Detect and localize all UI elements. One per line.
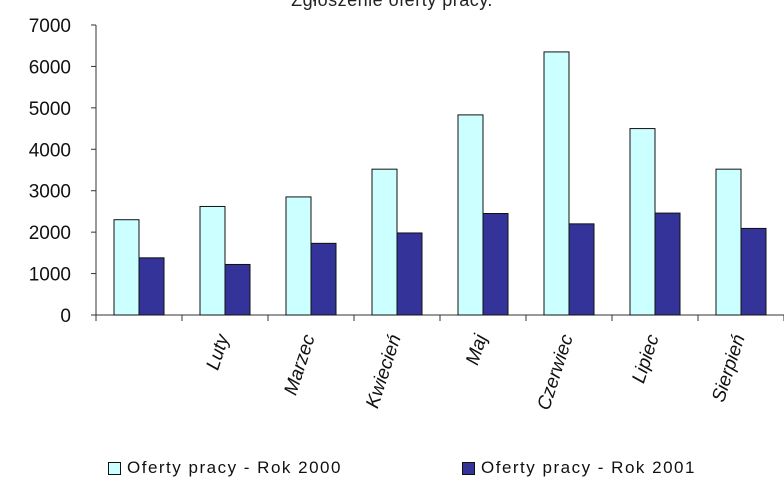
bar-2001	[224, 263, 251, 316]
legend-swatch-2001	[462, 461, 475, 475]
bar-2001	[396, 232, 423, 316]
chart-title: Zgłoszenie oferty pracy.	[291, 0, 493, 10]
y-tick-label: 4000	[29, 140, 71, 161]
y-tick-label: 3000	[29, 182, 71, 203]
x-category-label: Kwiecień	[362, 332, 405, 411]
bar-2000	[371, 168, 398, 316]
x-category-label: Lipiec	[628, 332, 663, 386]
y-tick-label: 5000	[29, 99, 71, 120]
y-tick-label: 6000	[29, 57, 71, 78]
bar-2000	[543, 51, 570, 316]
x-category-label: Luty	[203, 331, 235, 373]
y-tick-label: 1000	[29, 265, 71, 286]
x-category-label: Maj	[462, 331, 492, 367]
y-tick-label: 2000	[29, 223, 71, 244]
y-tick-label: 0	[60, 306, 71, 327]
chart-legend: Oferty pracy - Rok 2000 Oferty pracy - R…	[0, 458, 784, 488]
legend-label-2001: Oferty pracy - Rok 2001	[481, 458, 696, 477]
bar-2000	[199, 205, 226, 316]
bar-2000	[113, 219, 140, 316]
bar-2001	[654, 212, 681, 316]
legend-label-2000: Oferty pracy - Rok 2000	[127, 458, 342, 477]
x-category-label: Sierpień	[708, 332, 750, 405]
bar-2001	[568, 223, 595, 316]
y-tick-label: 7000	[29, 16, 71, 37]
bar-2001	[740, 227, 767, 316]
bar-2001	[310, 242, 337, 316]
x-category-label: Czerwiec	[534, 332, 578, 413]
legend-item-2000: Oferty pracy - Rok 2000	[108, 458, 342, 478]
bar-2000	[629, 128, 656, 316]
bar-2001	[138, 257, 165, 316]
bar-2000	[715, 168, 742, 316]
legend-swatch-2000	[108, 461, 121, 475]
bar-2000	[285, 196, 312, 316]
bar-2001	[482, 213, 509, 316]
bar-2000	[457, 114, 484, 316]
legend-item-2001: Oferty pracy - Rok 2001	[462, 458, 696, 478]
x-category-label: Marzec	[281, 332, 320, 398]
